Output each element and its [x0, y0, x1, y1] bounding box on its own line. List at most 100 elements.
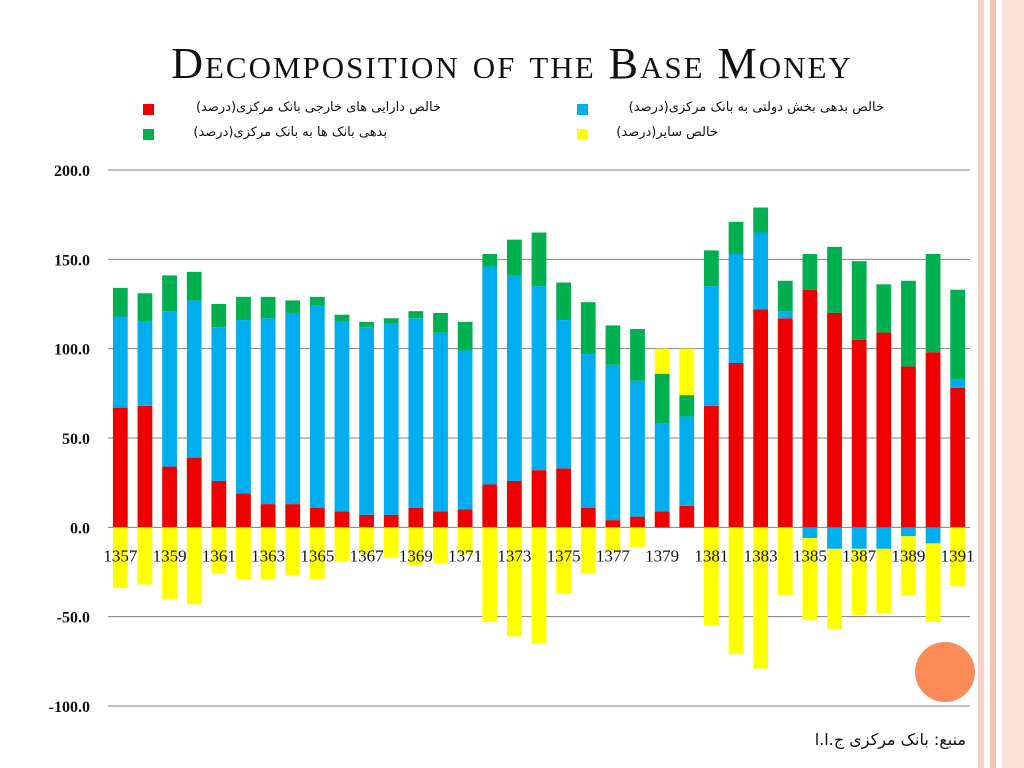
bar-segment-1391-s0: [950, 387, 966, 528]
bar-segment-1386-s0: [827, 312, 842, 528]
bar-segment-1364-s1: [285, 312, 301, 505]
bar-segment-1359-s2: [162, 275, 177, 312]
y-tick-label: 0.0: [70, 520, 90, 537]
bar-segment-1382-s1: [728, 253, 744, 363]
bar-segment-1372-s2: [482, 253, 498, 267]
x-tick-label: 1369: [399, 546, 433, 565]
y-tick-label: 100.0: [54, 342, 90, 359]
bar-segment-1362-s0: [236, 493, 251, 528]
bar-segment-1384-s0: [777, 318, 793, 528]
bar-segment-1361-s3: [211, 527, 227, 574]
x-tick-label: 1375: [547, 546, 581, 565]
bar-segment-1362-s2: [236, 296, 251, 321]
bar-segment-1369-s3: [408, 527, 424, 565]
legend-swatch-green: [143, 129, 154, 140]
bar-segment-1378-s3: [630, 527, 645, 547]
bar-segment-1386-s2: [827, 246, 842, 313]
x-tick-label: 1359: [153, 546, 187, 565]
bar-segment-1387-s0: [851, 339, 867, 528]
bar-segment-1372-s0: [482, 484, 498, 528]
bar-segment-1365-s3: [309, 527, 325, 580]
bar-segment-1388-s3: [876, 548, 892, 614]
bar-segment-1363-s2: [260, 296, 276, 319]
bar-segment-1380-s1: [679, 416, 695, 506]
bar-segment-1388-s2: [876, 284, 892, 333]
bar-segment-1365-s2: [309, 296, 325, 306]
bar-segment-1377-s1: [605, 364, 621, 521]
bar-segment-1377-s3: [605, 527, 621, 551]
bar-segment-1379-s3: [654, 348, 670, 374]
bar-segment-1385-s3: [802, 538, 818, 621]
bar-segment-1384-s1: [777, 311, 793, 319]
y-tick-label: 200.0: [54, 163, 90, 180]
bar-segment-1391-s3: [950, 527, 966, 587]
bar-segment-1387-s2: [851, 261, 867, 340]
bar-segment-1375-s3: [556, 527, 572, 594]
bar-segment-1357-s3: [112, 527, 128, 589]
bar-segment-1376-s2: [580, 302, 596, 355]
legend-swatch-blue: [577, 104, 588, 115]
bar-segment-1358-s0: [137, 405, 153, 528]
bar-segment-1367-s3: [359, 527, 374, 555]
bar-segment-1381-s2: [704, 250, 719, 287]
bar-segment-1378-s2: [630, 329, 645, 381]
bar-segment-1387-s3: [851, 548, 867, 615]
bar-segment-1373-s2: [506, 239, 522, 276]
bar-segment-1357-s1: [112, 316, 128, 408]
bar-segment-1379-s2: [654, 373, 670, 424]
source-note: منبع: بانک مرکزی ج.ا.ا: [814, 730, 966, 749]
bar-segment-1359-s1: [162, 311, 177, 467]
bar-segment-1361-s2: [211, 304, 227, 328]
x-tick-label: 1361: [202, 546, 236, 565]
bar-segment-1368-s2: [383, 318, 399, 324]
bar-segment-1360-s3: [186, 527, 202, 605]
decorative-stripe: [990, 0, 996, 768]
bar-segment-1364-s2: [285, 300, 301, 313]
bar-segment-1373-s1: [506, 275, 522, 481]
bar-segment-1368-s3: [383, 527, 399, 558]
bar-segment-1389-s2: [901, 280, 916, 367]
decorative-orange-circle: [915, 642, 975, 702]
bar-segment-1374-s1: [531, 286, 547, 471]
bar-segment-1376-s3: [580, 527, 596, 574]
bar-segment-1363-s1: [260, 318, 276, 505]
bar-segment-1370-s1: [433, 332, 448, 512]
bar-segment-1384-s2: [777, 280, 793, 312]
x-tick-label: 1381: [694, 546, 728, 565]
x-tick-label: 1391: [941, 546, 975, 565]
x-tick-label: 1357: [103, 546, 138, 565]
bar-segment-1365-s1: [309, 305, 325, 508]
bar-segment-1364-s0: [285, 504, 301, 528]
bar-segment-1380-s0: [679, 505, 695, 528]
bar-segment-1385-s0: [802, 289, 818, 528]
x-tick-label: 1387: [842, 546, 877, 565]
x-tick-label: 1373: [497, 546, 531, 565]
legend-swatch-yellow: [577, 129, 588, 140]
slide-title: Decomposition of the Base Money: [171, 39, 853, 88]
legend-label-other-net: خالص سایر(درصد): [616, 125, 718, 140]
x-tick-label: 1385: [793, 546, 827, 565]
bar-segment-1366-s0: [334, 511, 350, 528]
bar-segment-1360-s0: [186, 457, 202, 528]
bar-segment-1387-s1: [851, 527, 867, 549]
bar-segment-1381-s1: [704, 286, 719, 406]
bar-segment-1362-s3: [236, 527, 251, 580]
bar-segment-1390-s0: [925, 352, 941, 528]
bar-segment-1389-s3: [901, 536, 916, 596]
bar-segment-1367-s2: [359, 321, 374, 328]
bar-segment-1383-s3: [753, 527, 769, 669]
x-tick-label: 1383: [744, 546, 778, 565]
bar-segment-1358-s1: [137, 321, 153, 406]
bar-segment-1380-s3: [679, 348, 695, 396]
legend-label-bank-debt: بدهی بانک ها به بانک مرکزی(درصد): [193, 125, 387, 140]
bar-segment-1374-s0: [531, 470, 547, 528]
bar-segment-1390-s2: [925, 253, 941, 353]
bar-segment-1380-s2: [679, 395, 695, 417]
bar-segment-1372-s3: [482, 527, 498, 623]
x-tick-label: 1379: [645, 546, 679, 565]
bar-segment-1366-s3: [334, 527, 350, 562]
decorative-stripe: [978, 0, 984, 768]
bar-segment-1374-s3: [531, 527, 547, 644]
bar-segment-1367-s0: [359, 514, 374, 528]
